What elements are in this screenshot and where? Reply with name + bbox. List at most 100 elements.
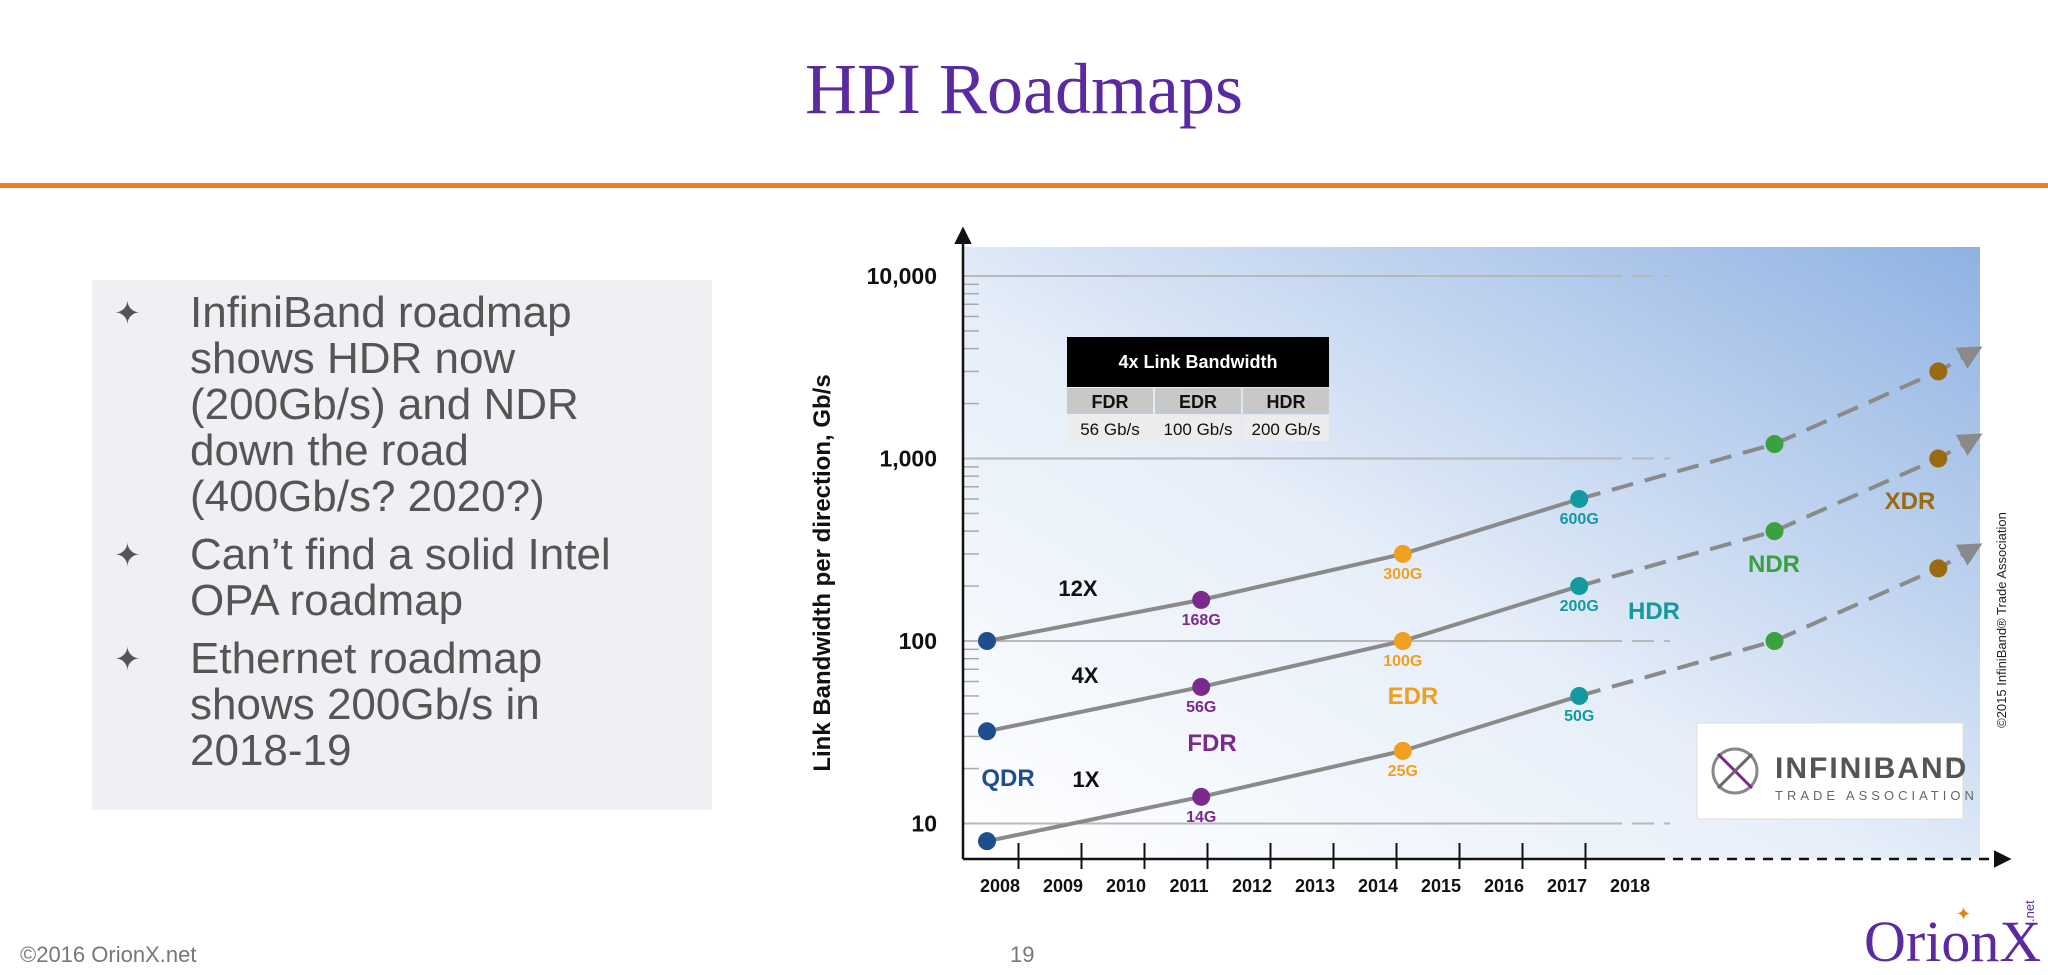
table-value-text: 100 Gb/s [1164, 420, 1233, 439]
x-tick-label: 2018 [1610, 876, 1650, 896]
x-tick-label: 2008 [980, 876, 1020, 896]
association-logo-name: INFINIBAND [1775, 752, 1968, 785]
series-projection-12x [1578, 346, 1983, 501]
generation-label: QDR [981, 765, 1034, 792]
data-point [1192, 787, 1211, 806]
logo-suffix: .net [2022, 900, 2037, 922]
projected-point [1765, 522, 1784, 541]
table-value-cell [1155, 415, 1241, 441]
series-line-12x [986, 497, 1580, 643]
data-point [1570, 577, 1589, 596]
association-logo-box [1696, 722, 1964, 820]
table-value-cell [1067, 415, 1153, 441]
title-divider [0, 183, 2048, 188]
infiniband-roadmap-chart: 10 100 1,000 10,000 Link Bandwidth per direc… [809, 226, 2012, 896]
series-line-4x [986, 584, 1580, 734]
generation-label: HDR [1628, 598, 1680, 625]
bullet-text-line: (200Gb/s) and NDR [190, 380, 579, 429]
bullet-text-line: (400Gb/s? 2020?) [190, 472, 545, 521]
x-tick-label: 2011 [1169, 876, 1208, 896]
data-label: 168G [1182, 612, 1221, 629]
data-label: 600G [1560, 511, 1599, 528]
table-header-cell [1243, 388, 1329, 414]
infiniband-emblem-icon [1711, 747, 1759, 795]
y-tick-label: 1,000 [879, 446, 937, 472]
projected-point [1765, 435, 1784, 454]
x-tick-label: 2009 [1043, 876, 1083, 896]
data-point [978, 832, 996, 851]
table-title: 4x Link Bandwidth [1118, 352, 1277, 372]
y-tick-label: 10 [911, 811, 937, 837]
series-projection-4x [1578, 433, 1983, 588]
bullet-text-line: InfiniBand roadmap [190, 288, 572, 337]
data-label: 14G [1186, 809, 1216, 826]
y-axis-title: Link Bandwidth per direction, Gb/s [809, 374, 836, 771]
data-point [978, 632, 996, 650]
infiniband-emblem-stroke [1716, 752, 1754, 790]
data-label: 50G [1564, 708, 1594, 725]
projected-point [1929, 449, 1948, 468]
page-number: 19 [1010, 942, 1035, 967]
data-label: 56G [1186, 699, 1216, 716]
bullet-star-icon: ✦ [114, 537, 141, 573]
y-tick-label: 10,000 [867, 263, 937, 289]
bullet-item: ✦ InfiniBand roadmap shows HDR now (200Gb/s… [92, 290, 712, 520]
data-point [1192, 677, 1211, 696]
table-header-text: HDR [1267, 392, 1306, 412]
x-tick-label: 2010 [1106, 876, 1146, 896]
table-value-text: 200 Gb/s [1252, 420, 1321, 439]
bullet-panel: ✦ InfiniBand roadmap shows HDR now (200Gb/s… [92, 280, 712, 810]
association-logo-tm: ™ [1950, 755, 1962, 769]
x-tick-label: 2017 [1547, 876, 1587, 896]
data-point [1393, 741, 1412, 760]
bullet-text-line: shows 200Gb/s in [190, 680, 540, 729]
logo-text: OrionX [1864, 909, 2042, 974]
data-label: 300G [1383, 566, 1422, 583]
logo-star-icon: ✦ [1956, 904, 1972, 924]
x-tick-label: 2013 [1295, 876, 1335, 896]
data-label: 25G [1388, 763, 1418, 780]
table-header-cell [1067, 388, 1153, 414]
bullet-text-line: OPA roadmap [190, 576, 464, 625]
projected-point [1765, 632, 1784, 650]
series-line-1x [986, 694, 1580, 844]
y-tick-label: 100 [899, 628, 937, 654]
table-header-bg [1067, 337, 1329, 387]
table-header-text: FDR [1092, 392, 1129, 412]
generation-label: XDR [1885, 488, 1936, 515]
bullet-item: ✦ Can’t find a solid Intel OPA roadmap [92, 532, 712, 624]
data-point [978, 722, 996, 741]
series-name-label: 1X [1073, 767, 1100, 792]
bullet-text-line: 2018-19 [190, 726, 352, 775]
table-value-cell [1243, 415, 1329, 441]
series-projection-1x [1578, 543, 1983, 698]
data-label: 100G [1383, 653, 1422, 670]
data-point [1393, 632, 1412, 650]
x-tick-label: 2015 [1421, 876, 1461, 896]
bullet-text-line: down the road [190, 426, 469, 475]
projected-point [1929, 559, 1948, 578]
bullet-item: ✦ Ethernet roadmap shows 200Gb/s in 2018-19 [92, 636, 712, 774]
generation-label: FDR [1187, 730, 1236, 757]
bullet-text-line: Ethernet roadmap [190, 634, 543, 683]
table-header-cell [1155, 388, 1241, 414]
series-name-label: 4X [1072, 663, 1099, 688]
data-label: 200G [1560, 598, 1599, 615]
bullet-text-line: shows HDR now [190, 334, 516, 383]
chart-copyright-note: ©2015 InfiniBand® Trade Association [1994, 512, 2009, 728]
data-point [1393, 544, 1412, 563]
series-name-label: 12X [1058, 576, 1097, 601]
x-tick-label: 2012 [1232, 876, 1272, 896]
generation-label: EDR [1388, 683, 1439, 710]
table-value-text: 56 Gb/s [1080, 420, 1140, 439]
bullet-text-line: Can’t find a solid Intel [190, 530, 611, 579]
x-tick-label: 2014 [1358, 876, 1398, 896]
data-point [1570, 489, 1589, 508]
association-logo-subtitle: TRADE ASSOCIATION [1775, 788, 1978, 803]
projected-point [1929, 362, 1948, 381]
bullet-star-icon: ✦ [114, 641, 141, 677]
slide-title: HPI Roadmaps [805, 49, 1243, 129]
table-header-text: EDR [1179, 392, 1217, 412]
data-point [1192, 590, 1211, 609]
data-point [1570, 686, 1589, 705]
